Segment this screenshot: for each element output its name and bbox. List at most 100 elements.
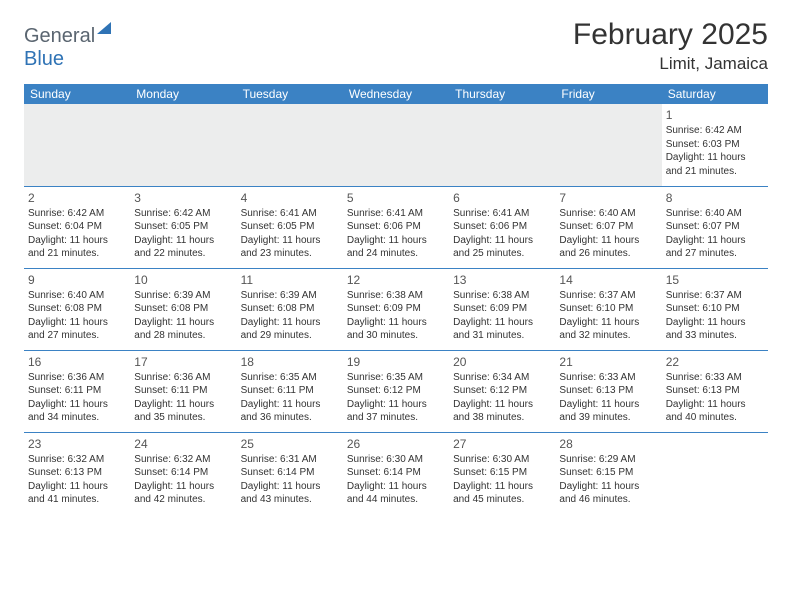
calendar-week-row: 9Sunrise: 6:40 AMSunset: 6:08 PMDaylight…: [24, 268, 768, 350]
daylight-line: Daylight: 11 hours and 23 minutes.: [241, 234, 339, 261]
day-number: 12: [347, 272, 445, 288]
calendar-day-cell: [449, 104, 555, 186]
sunset-line: Sunset: 6:09 PM: [453, 302, 551, 316]
sunrise-line: Sunrise: 6:33 AM: [559, 371, 657, 385]
calendar-day-cell: 9Sunrise: 6:40 AMSunset: 6:08 PMDaylight…: [24, 268, 130, 350]
sunset-line: Sunset: 6:03 PM: [666, 138, 764, 152]
calendar-day-cell: 2Sunrise: 6:42 AMSunset: 6:04 PMDaylight…: [24, 186, 130, 268]
day-number: 28: [559, 436, 657, 452]
day-number: 6: [453, 190, 551, 206]
day-number: 19: [347, 354, 445, 370]
sunset-line: Sunset: 6:08 PM: [134, 302, 232, 316]
sunrise-line: Sunrise: 6:30 AM: [347, 453, 445, 467]
sunrise-line: Sunrise: 6:29 AM: [559, 453, 657, 467]
sunrise-line: Sunrise: 6:37 AM: [559, 289, 657, 303]
day-number: 27: [453, 436, 551, 452]
day-number: 5: [347, 190, 445, 206]
sunset-line: Sunset: 6:13 PM: [559, 384, 657, 398]
logo-text: General Blue: [24, 22, 111, 71]
calendar-day-cell: 27Sunrise: 6:30 AMSunset: 6:15 PMDayligh…: [449, 432, 555, 514]
day-number: 1: [666, 107, 764, 123]
daylight-line: Daylight: 11 hours and 22 minutes.: [134, 234, 232, 261]
calendar-table: SundayMondayTuesdayWednesdayThursdayFrid…: [24, 84, 768, 514]
sunrise-line: Sunrise: 6:38 AM: [347, 289, 445, 303]
calendar-day-cell: [237, 104, 343, 186]
sunset-line: Sunset: 6:11 PM: [241, 384, 339, 398]
sunrise-line: Sunrise: 6:39 AM: [241, 289, 339, 303]
calendar-day-cell: 28Sunrise: 6:29 AMSunset: 6:15 PMDayligh…: [555, 432, 661, 514]
sunrise-line: Sunrise: 6:41 AM: [453, 207, 551, 221]
sunset-line: Sunset: 6:08 PM: [241, 302, 339, 316]
sunset-line: Sunset: 6:10 PM: [666, 302, 764, 316]
sunset-line: Sunset: 6:06 PM: [347, 220, 445, 234]
sunset-line: Sunset: 6:11 PM: [28, 384, 126, 398]
location-subtitle: Limit, Jamaica: [573, 54, 768, 74]
sunset-line: Sunset: 6:13 PM: [666, 384, 764, 398]
day-header-cell: Wednesday: [343, 84, 449, 104]
calendar-body: 1Sunrise: 6:42 AMSunset: 6:03 PMDaylight…: [24, 104, 768, 514]
day-header-cell: Thursday: [449, 84, 555, 104]
sunset-line: Sunset: 6:14 PM: [241, 466, 339, 480]
sunrise-line: Sunrise: 6:40 AM: [666, 207, 764, 221]
calendar-day-cell: 23Sunrise: 6:32 AMSunset: 6:13 PMDayligh…: [24, 432, 130, 514]
calendar-day-cell: 1Sunrise: 6:42 AMSunset: 6:03 PMDaylight…: [662, 104, 768, 186]
calendar-day-cell: 13Sunrise: 6:38 AMSunset: 6:09 PMDayligh…: [449, 268, 555, 350]
sunset-line: Sunset: 6:05 PM: [134, 220, 232, 234]
calendar-day-cell: 20Sunrise: 6:34 AMSunset: 6:12 PMDayligh…: [449, 350, 555, 432]
sunrise-line: Sunrise: 6:41 AM: [347, 207, 445, 221]
calendar-day-cell: 4Sunrise: 6:41 AMSunset: 6:05 PMDaylight…: [237, 186, 343, 268]
calendar-day-cell: 24Sunrise: 6:32 AMSunset: 6:14 PMDayligh…: [130, 432, 236, 514]
calendar-day-cell: [24, 104, 130, 186]
daylight-line: Daylight: 11 hours and 21 minutes.: [28, 234, 126, 261]
daylight-line: Daylight: 11 hours and 40 minutes.: [666, 398, 764, 425]
day-number: 21: [559, 354, 657, 370]
sunset-line: Sunset: 6:04 PM: [28, 220, 126, 234]
daylight-line: Daylight: 11 hours and 33 minutes.: [666, 316, 764, 343]
daylight-line: Daylight: 11 hours and 39 minutes.: [559, 398, 657, 425]
sunrise-line: Sunrise: 6:36 AM: [28, 371, 126, 385]
calendar-day-cell: 19Sunrise: 6:35 AMSunset: 6:12 PMDayligh…: [343, 350, 449, 432]
sunset-line: Sunset: 6:08 PM: [28, 302, 126, 316]
day-number: 9: [28, 272, 126, 288]
calendar-day-cell: 18Sunrise: 6:35 AMSunset: 6:11 PMDayligh…: [237, 350, 343, 432]
daylight-line: Daylight: 11 hours and 29 minutes.: [241, 316, 339, 343]
day-number: 10: [134, 272, 232, 288]
sunrise-line: Sunrise: 6:39 AM: [134, 289, 232, 303]
calendar-day-cell: 22Sunrise: 6:33 AMSunset: 6:13 PMDayligh…: [662, 350, 768, 432]
daylight-line: Daylight: 11 hours and 38 minutes.: [453, 398, 551, 425]
daylight-line: Daylight: 11 hours and 34 minutes.: [28, 398, 126, 425]
sunset-line: Sunset: 6:09 PM: [347, 302, 445, 316]
sunrise-line: Sunrise: 6:42 AM: [666, 124, 764, 138]
sunset-line: Sunset: 6:14 PM: [134, 466, 232, 480]
title-block: February 2025 Limit, Jamaica: [573, 18, 768, 74]
day-number: 20: [453, 354, 551, 370]
daylight-line: Daylight: 11 hours and 46 minutes.: [559, 480, 657, 507]
sunrise-line: Sunrise: 6:32 AM: [134, 453, 232, 467]
daylight-line: Daylight: 11 hours and 26 minutes.: [559, 234, 657, 261]
daylight-line: Daylight: 11 hours and 42 minutes.: [134, 480, 232, 507]
daylight-line: Daylight: 11 hours and 28 minutes.: [134, 316, 232, 343]
day-number: 15: [666, 272, 764, 288]
day-number: 25: [241, 436, 339, 452]
daylight-line: Daylight: 11 hours and 21 minutes.: [666, 151, 764, 178]
daylight-line: Daylight: 11 hours and 27 minutes.: [28, 316, 126, 343]
sunset-line: Sunset: 6:06 PM: [453, 220, 551, 234]
sunrise-line: Sunrise: 6:30 AM: [453, 453, 551, 467]
calendar-week-row: 16Sunrise: 6:36 AMSunset: 6:11 PMDayligh…: [24, 350, 768, 432]
daylight-line: Daylight: 11 hours and 35 minutes.: [134, 398, 232, 425]
day-number: 18: [241, 354, 339, 370]
logo-word2: Blue: [24, 48, 64, 70]
sunrise-line: Sunrise: 6:33 AM: [666, 371, 764, 385]
day-header-cell: Sunday: [24, 84, 130, 104]
sunset-line: Sunset: 6:11 PM: [134, 384, 232, 398]
sunset-line: Sunset: 6:05 PM: [241, 220, 339, 234]
day-number: 4: [241, 190, 339, 206]
sunset-line: Sunset: 6:15 PM: [453, 466, 551, 480]
day-number: 8: [666, 190, 764, 206]
sunrise-line: Sunrise: 6:35 AM: [347, 371, 445, 385]
sunrise-line: Sunrise: 6:37 AM: [666, 289, 764, 303]
page-header: General Blue February 2025 Limit, Jamaic…: [24, 18, 768, 74]
calendar-day-cell: 6Sunrise: 6:41 AMSunset: 6:06 PMDaylight…: [449, 186, 555, 268]
sunrise-line: Sunrise: 6:40 AM: [559, 207, 657, 221]
calendar-day-cell: [343, 104, 449, 186]
